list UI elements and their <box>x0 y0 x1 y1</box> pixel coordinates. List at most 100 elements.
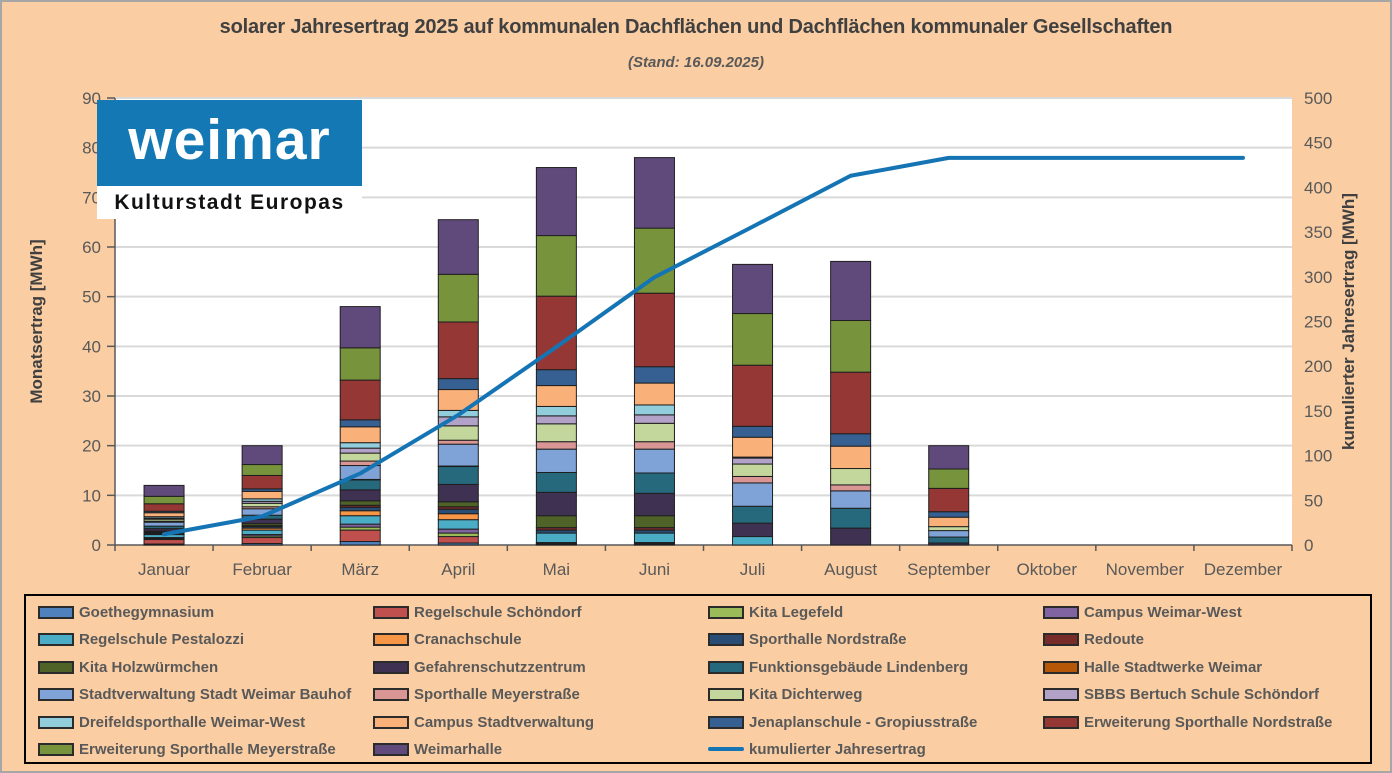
legend-item-goethegymnasium[interactable]: Goethegymnasium <box>38 603 214 621</box>
bar-segment[interactable] <box>241 529 283 536</box>
bar-segment[interactable] <box>339 541 381 546</box>
bar-segment[interactable] <box>437 378 479 391</box>
bar-segment[interactable] <box>143 503 185 512</box>
bar-segment[interactable] <box>928 468 970 489</box>
legend-item-kita-dichterweg[interactable]: Kita Dichterweg <box>708 685 862 703</box>
bar-segment[interactable] <box>830 490 872 509</box>
bar-segment[interactable] <box>830 468 872 486</box>
bar-segment[interactable] <box>633 515 675 529</box>
legend-item-stadtverwaltung-stadt-weimar-bauhof[interactable]: Stadtverwaltung Stadt Weimar Bauhof <box>38 685 351 703</box>
bar-segment[interactable] <box>830 527 872 546</box>
legend-item-redoute[interactable]: Redoute <box>1043 630 1144 648</box>
bar-segment[interactable] <box>633 414 675 424</box>
bar-segment[interactable] <box>633 404 675 416</box>
bar-segment[interactable] <box>437 536 479 544</box>
bar-segment[interactable] <box>928 445 970 470</box>
bar-segment[interactable] <box>437 439 479 445</box>
legend-item-kumulierter-jahresertrag[interactable]: kumulierter Jahresertrag <box>708 740 926 758</box>
bar-segment[interactable] <box>339 447 381 454</box>
legend-item-erweiterung-sporthalle-meyerstraße[interactable]: Erweiterung Sporthalle Meyerstraße <box>38 740 336 758</box>
bar-segment[interactable] <box>437 501 479 508</box>
legend-item-cranachschule[interactable]: Cranachschule <box>373 630 522 648</box>
bar-segment[interactable] <box>732 522 774 538</box>
bar-segment[interactable] <box>633 227 675 294</box>
bar-segment[interactable] <box>830 433 872 447</box>
bar-segment[interactable] <box>437 273 479 323</box>
legend-item-campus-stadtverwaltung[interactable]: Campus Stadtverwaltung <box>373 713 594 731</box>
bar-segment[interactable] <box>732 263 774 315</box>
bar-segment[interactable] <box>143 495 185 505</box>
bar-segment[interactable] <box>535 448 577 473</box>
bar-segment[interactable] <box>143 539 185 545</box>
bar-segment[interactable] <box>732 313 774 366</box>
legend-item-erweiterung-sporthalle-nordstraße[interactable]: Erweiterung Sporthalle Nordstraße <box>1043 713 1332 731</box>
bar-segment[interactable] <box>732 482 774 507</box>
bar-segment[interactable] <box>339 510 381 517</box>
bar-segment[interactable] <box>437 519 479 530</box>
legend-item-dreifeldsporthalle-weimar-west[interactable]: Dreifeldsporthalle Weimar-West <box>38 713 305 731</box>
legend-item-gefahrenschutzzentrum[interactable]: Gefahrenschutzzentrum <box>373 658 586 676</box>
bar-segment[interactable] <box>633 532 675 544</box>
bar-segment[interactable] <box>535 369 577 387</box>
bar-segment[interactable] <box>437 528 479 534</box>
bar-segment[interactable] <box>633 292 675 368</box>
bar-segment[interactable] <box>732 475 774 484</box>
bar-segment[interactable] <box>339 442 381 449</box>
bar-segment[interactable] <box>830 371 872 435</box>
legend-item-regelschule-pestalozzi[interactable]: Regelschule Pestalozzi <box>38 630 244 648</box>
bar-segment[interactable] <box>339 506 381 512</box>
legend-item-kita-holzwürmchen[interactable]: Kita Holzwürmchen <box>38 658 218 676</box>
bar-segment[interactable] <box>732 505 774 524</box>
bar-segment[interactable] <box>535 441 577 450</box>
bar-segment[interactable] <box>633 382 675 406</box>
bar-segment[interactable] <box>535 471 577 493</box>
bar-segment[interactable] <box>241 502 283 508</box>
bar-segment[interactable] <box>928 526 970 532</box>
bar-segment[interactable] <box>339 347 381 381</box>
bar-segment[interactable] <box>732 536 774 546</box>
bar-segment[interactable] <box>633 422 675 443</box>
bar-segment[interactable] <box>732 463 774 477</box>
bar-segment[interactable] <box>732 425 774 438</box>
legend-item-jenaplanschule-gropiusstraße[interactable]: Jenaplanschule - Gropiusstraße <box>708 713 977 731</box>
bar-segment[interactable] <box>143 512 185 518</box>
legend-item-kita-legefeld[interactable]: Kita Legefeld <box>708 603 843 621</box>
legend-item-halle-stadtwerke-weimar[interactable]: Halle Stadtwerke Weimar <box>1043 658 1262 676</box>
bar-segment[interactable] <box>437 443 479 467</box>
bar-segment[interactable] <box>437 466 479 485</box>
legend-item-regelschule-schöndorf[interactable]: Regelschule Schöndorf <box>373 603 582 621</box>
bar-segment[interactable] <box>535 415 577 425</box>
legend-item-sporthalle-nordstraße[interactable]: Sporthalle Nordstraße <box>708 630 907 648</box>
bar-segment[interactable] <box>437 321 479 380</box>
bar-segment[interactable] <box>830 445 872 470</box>
legend-item-campus-weimar-west[interactable]: Campus Weimar-West <box>1043 603 1242 621</box>
bar-segment[interactable] <box>535 405 577 417</box>
bar-segment[interactable] <box>437 425 479 441</box>
bar-segment[interactable] <box>437 483 479 503</box>
bar-segment[interactable] <box>437 532 479 538</box>
bar-segment[interactable] <box>339 306 381 349</box>
bar-segment[interactable] <box>633 441 675 450</box>
bar-segment[interactable] <box>830 484 872 492</box>
bar-segment[interactable] <box>830 260 872 322</box>
bar-segment[interactable] <box>241 474 283 490</box>
bar-segment[interactable] <box>437 513 479 521</box>
legend-item-sbbs-bertuch-schule-schöndorf[interactable]: SBBS Bertuch Schule Schöndorf <box>1043 685 1319 703</box>
bar-segment[interactable] <box>241 490 283 500</box>
bar-segment[interactable] <box>535 532 577 544</box>
bar-segment[interactable] <box>535 515 577 529</box>
bar-segment[interactable] <box>633 366 675 384</box>
bar-segment[interactable] <box>928 516 970 528</box>
bar-segment[interactable] <box>241 537 283 545</box>
bar-segment[interactable] <box>339 489 381 502</box>
bar-segment[interactable] <box>339 515 381 525</box>
legend-item-funktionsgebäude-lindenberg[interactable]: Funktionsgebäude Lindenberg <box>708 658 968 676</box>
bar-segment[interactable] <box>535 385 577 407</box>
bar-segment[interactable] <box>339 500 381 506</box>
bar-segment[interactable] <box>732 364 774 427</box>
bar-segment[interactable] <box>437 219 479 275</box>
bar-segment[interactable] <box>633 492 675 517</box>
bar-segment[interactable] <box>535 491 577 517</box>
bar-segment[interactable] <box>732 436 774 458</box>
bar-segment[interactable] <box>928 530 970 538</box>
